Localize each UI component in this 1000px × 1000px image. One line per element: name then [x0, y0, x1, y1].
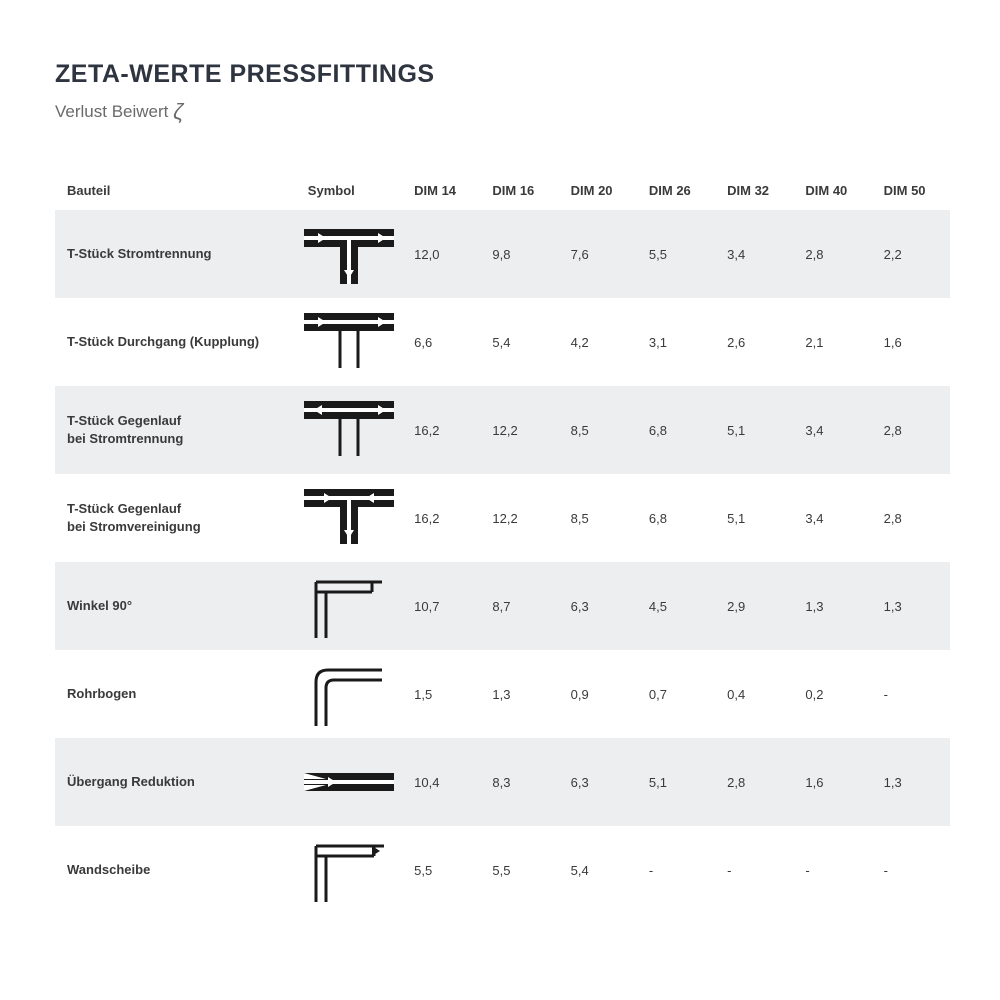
col-header: DIM 14 [402, 171, 480, 210]
table-row: T-Stück Stromtrennung 12,09,87,65,53,42,8… [55, 210, 950, 298]
col-header: DIM 26 [637, 171, 715, 210]
cell-value: 2,8 [872, 386, 950, 474]
col-header: DIM 16 [480, 171, 558, 210]
row-label: T-Stück Gegenlaufbei Stromvereinigung [55, 474, 296, 562]
cell-value: 12,2 [480, 386, 558, 474]
col-header: DIM 32 [715, 171, 793, 210]
cell-value: 1,6 [793, 738, 871, 826]
wall-disc-icon [296, 826, 402, 914]
page-title: ZETA-WERTE PRESSFITTINGS [55, 60, 950, 89]
cell-value: 8,7 [480, 562, 558, 650]
table-row: Übergang Reduktion 10,48,36,35,12,81,61,3 [55, 738, 950, 826]
row-label: Wandscheibe [55, 826, 296, 914]
cell-value: 5,4 [480, 298, 558, 386]
cell-value: 1,6 [872, 298, 950, 386]
cell-value: 5,1 [715, 474, 793, 562]
cell-value: - [715, 826, 793, 914]
cell-value: 1,5 [402, 650, 480, 738]
cell-value: 7,6 [559, 210, 637, 298]
cell-value: 2,9 [715, 562, 793, 650]
row-label: Rohrbogen [55, 650, 296, 738]
table-row: Rohrbogen 1,51,30,90,70,40,2- [55, 650, 950, 738]
cell-value: 2,8 [793, 210, 871, 298]
cell-value: 8,5 [559, 474, 637, 562]
elbow-round-icon [296, 650, 402, 738]
cell-value: 3,4 [793, 386, 871, 474]
cell-value: 2,1 [793, 298, 871, 386]
cell-value: 3,4 [793, 474, 871, 562]
cell-value: 2,6 [715, 298, 793, 386]
cell-value: 10,4 [402, 738, 480, 826]
cell-value: 1,3 [872, 562, 950, 650]
cell-value: - [637, 826, 715, 914]
cell-value: 16,2 [402, 474, 480, 562]
col-header: Symbol [296, 171, 402, 210]
cell-value: 5,4 [559, 826, 637, 914]
cell-value: 3,4 [715, 210, 793, 298]
cell-value: 4,2 [559, 298, 637, 386]
subtitle-prefix: Verlust Beiwert [55, 102, 173, 121]
cell-value: 6,3 [559, 738, 637, 826]
cell-value: 12,0 [402, 210, 480, 298]
cell-value: - [872, 826, 950, 914]
cell-value: 0,9 [559, 650, 637, 738]
row-label: T-Stück Durchgang (Kupplung) [55, 298, 296, 386]
zeta-symbol: ζ [173, 99, 183, 124]
tee-through-icon [296, 298, 402, 386]
cell-value: 3,1 [637, 298, 715, 386]
cell-value: 6,3 [559, 562, 637, 650]
table-row: Winkel 90°10,78,76,34,52,91,31,3 [55, 562, 950, 650]
table-row: Wandscheibe5,55,55,4---- [55, 826, 950, 914]
elbow-sharp-icon [296, 562, 402, 650]
col-header: DIM 20 [559, 171, 637, 210]
cell-value: 10,7 [402, 562, 480, 650]
cell-value: 2,2 [872, 210, 950, 298]
cell-value: 0,7 [637, 650, 715, 738]
row-label: T-Stück Stromtrennung [55, 210, 296, 298]
cell-value: 5,5 [402, 826, 480, 914]
col-header: DIM 40 [793, 171, 871, 210]
tee-split-icon [296, 210, 402, 298]
cell-value: 1,3 [480, 650, 558, 738]
col-header: Bauteil [55, 171, 296, 210]
cell-value: 5,1 [715, 386, 793, 474]
cell-value: 8,3 [480, 738, 558, 826]
cell-value: 6,8 [637, 386, 715, 474]
cell-value: - [872, 650, 950, 738]
cell-value: 1,3 [872, 738, 950, 826]
cell-value: 5,1 [637, 738, 715, 826]
col-header: DIM 50 [872, 171, 950, 210]
cell-value: - [793, 826, 871, 914]
cell-value: 12,2 [480, 474, 558, 562]
row-label: T-Stück Gegenlaufbei Stromtrennung [55, 386, 296, 474]
cell-value: 1,3 [793, 562, 871, 650]
cell-value: 6,8 [637, 474, 715, 562]
cell-value: 6,6 [402, 298, 480, 386]
tee-counter-merge-icon [296, 474, 402, 562]
page-subtitle: Verlust Beiwert ζ [55, 99, 950, 125]
table-row: T-Stück Gegenlaufbei Stromvereinigung 16,… [55, 474, 950, 562]
row-label: Winkel 90° [55, 562, 296, 650]
table-row: T-Stück Durchgang (Kupplung) 6,65,44,23,1… [55, 298, 950, 386]
cell-value: 9,8 [480, 210, 558, 298]
cell-value: 2,8 [715, 738, 793, 826]
zeta-table: Bauteil Symbol DIM 14 DIM 16 DIM 20 DIM … [55, 171, 950, 914]
cell-value: 5,5 [480, 826, 558, 914]
reducer-icon [296, 738, 402, 826]
cell-value: 8,5 [559, 386, 637, 474]
cell-value: 4,5 [637, 562, 715, 650]
table-row: T-Stück Gegenlaufbei Stromtrennung 16,212… [55, 386, 950, 474]
cell-value: 5,5 [637, 210, 715, 298]
cell-value: 2,8 [872, 474, 950, 562]
table-header-row: Bauteil Symbol DIM 14 DIM 16 DIM 20 DIM … [55, 171, 950, 210]
row-label: Übergang Reduktion [55, 738, 296, 826]
cell-value: 16,2 [402, 386, 480, 474]
cell-value: 0,2 [793, 650, 871, 738]
cell-value: 0,4 [715, 650, 793, 738]
tee-counter-split-icon [296, 386, 402, 474]
